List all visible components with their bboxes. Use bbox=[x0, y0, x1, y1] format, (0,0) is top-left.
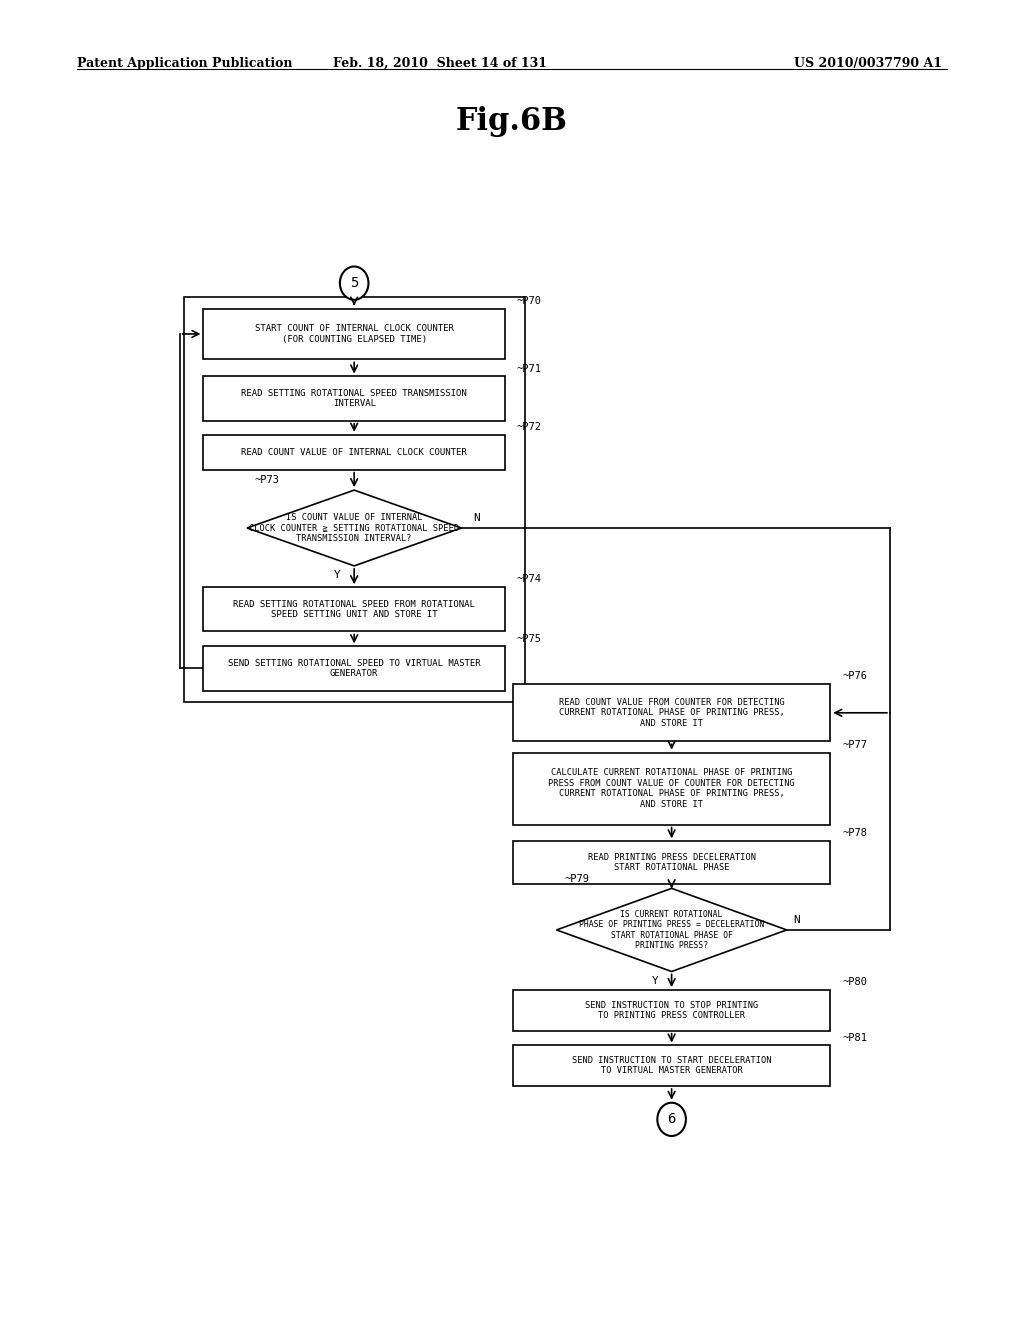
FancyBboxPatch shape bbox=[204, 647, 505, 690]
Text: CALCULATE CURRENT ROTATIONAL PHASE OF PRINTING
PRESS FROM COUNT VALUE OF COUNTER: CALCULATE CURRENT ROTATIONAL PHASE OF PR… bbox=[548, 768, 795, 809]
Text: 5: 5 bbox=[350, 276, 358, 290]
Text: ~P80: ~P80 bbox=[842, 977, 867, 987]
Text: READ COUNT VALUE OF INTERNAL CLOCK COUNTER: READ COUNT VALUE OF INTERNAL CLOCK COUNT… bbox=[242, 447, 467, 457]
FancyBboxPatch shape bbox=[513, 752, 830, 825]
Polygon shape bbox=[557, 888, 786, 972]
Text: START COUNT OF INTERNAL CLOCK COUNTER
(FOR COUNTING ELAPSED TIME): START COUNT OF INTERNAL CLOCK COUNTER (F… bbox=[255, 325, 454, 343]
FancyBboxPatch shape bbox=[204, 376, 505, 421]
Text: ~P78: ~P78 bbox=[842, 829, 867, 838]
Text: ~P74: ~P74 bbox=[517, 574, 542, 585]
Text: US 2010/0037790 A1: US 2010/0037790 A1 bbox=[794, 57, 942, 70]
Text: READ COUNT VALUE FROM COUNTER FOR DETECTING
CURRENT ROTATIONAL PHASE OF PRINTING: READ COUNT VALUE FROM COUNTER FOR DETECT… bbox=[559, 698, 784, 727]
Text: ~P75: ~P75 bbox=[517, 634, 542, 644]
Circle shape bbox=[340, 267, 369, 300]
Text: IS COUNT VALUE OF INTERNAL
CLOCK COUNTER ≧ SETTING ROTATIONAL SPEED
TRANSMISSION: IS COUNT VALUE OF INTERNAL CLOCK COUNTER… bbox=[249, 513, 459, 543]
FancyBboxPatch shape bbox=[513, 990, 830, 1031]
Text: Fig.6B: Fig.6B bbox=[456, 106, 568, 136]
Text: Patent Application Publication: Patent Application Publication bbox=[77, 57, 292, 70]
Text: SEND INSTRUCTION TO START DECELERATION
TO VIRTUAL MASTER GENERATOR: SEND INSTRUCTION TO START DECELERATION T… bbox=[571, 1056, 771, 1076]
Text: READ SETTING ROTATIONAL SPEED FROM ROTATIONAL
SPEED SETTING UNIT AND STORE IT: READ SETTING ROTATIONAL SPEED FROM ROTAT… bbox=[233, 599, 475, 619]
Text: IS CURRENT ROTATIONAL
PHASE OF PRINTING PRESS = DECELERATION
START ROTATIONAL PH: IS CURRENT ROTATIONAL PHASE OF PRINTING … bbox=[579, 909, 764, 950]
Text: ~P73: ~P73 bbox=[255, 475, 280, 486]
FancyBboxPatch shape bbox=[513, 684, 830, 742]
Text: N: N bbox=[473, 512, 480, 523]
FancyBboxPatch shape bbox=[204, 309, 505, 359]
Text: ~P71: ~P71 bbox=[517, 364, 542, 374]
Text: READ PRINTING PRESS DECELERATION
START ROTATIONAL PHASE: READ PRINTING PRESS DECELERATION START R… bbox=[588, 853, 756, 873]
Text: ~P79: ~P79 bbox=[564, 874, 590, 884]
Text: ~P70: ~P70 bbox=[517, 296, 542, 306]
Text: ~P77: ~P77 bbox=[842, 739, 867, 750]
FancyBboxPatch shape bbox=[204, 587, 505, 631]
Text: SEND SETTING ROTATIONAL SPEED TO VIRTUAL MASTER
GENERATOR: SEND SETTING ROTATIONAL SPEED TO VIRTUAL… bbox=[228, 659, 480, 678]
FancyBboxPatch shape bbox=[204, 434, 505, 470]
FancyBboxPatch shape bbox=[513, 1045, 830, 1086]
Text: ~P81: ~P81 bbox=[842, 1032, 867, 1043]
Text: READ SETTING ROTATIONAL SPEED TRANSMISSION
INTERVAL: READ SETTING ROTATIONAL SPEED TRANSMISSI… bbox=[242, 389, 467, 408]
Text: 6: 6 bbox=[668, 1113, 676, 1126]
FancyBboxPatch shape bbox=[513, 841, 830, 884]
Text: SEND INSTRUCTION TO STOP PRINTING
TO PRINTING PRESS CONTROLLER: SEND INSTRUCTION TO STOP PRINTING TO PRI… bbox=[585, 1001, 758, 1020]
Text: Feb. 18, 2010  Sheet 14 of 131: Feb. 18, 2010 Sheet 14 of 131 bbox=[334, 57, 547, 70]
Text: ~P76: ~P76 bbox=[842, 672, 867, 681]
Polygon shape bbox=[247, 490, 461, 566]
Text: ~P72: ~P72 bbox=[517, 422, 542, 432]
Text: N: N bbox=[793, 915, 800, 924]
Text: Y: Y bbox=[652, 975, 658, 986]
Text: Y: Y bbox=[334, 570, 341, 579]
Circle shape bbox=[657, 1102, 686, 1137]
